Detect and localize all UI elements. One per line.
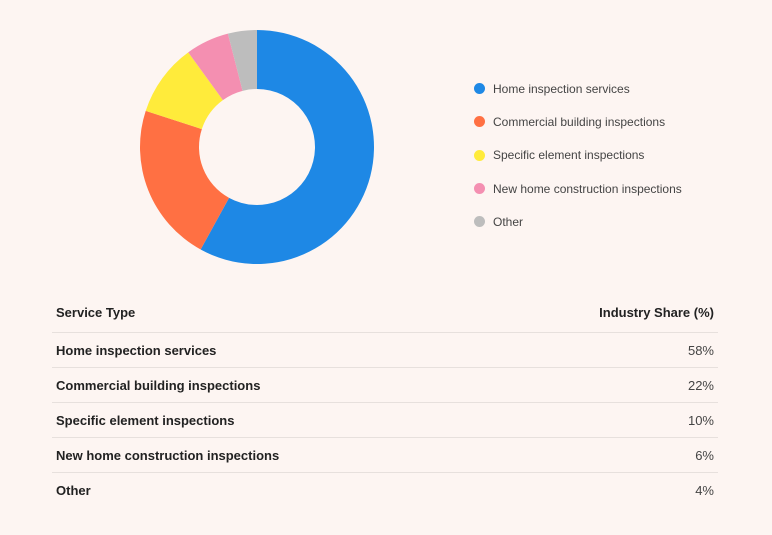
legend-swatch [474, 149, 485, 161]
cell-service: Other [52, 472, 487, 507]
table-row: Other 4% [52, 472, 718, 507]
donut-chart [140, 30, 375, 264]
legend-label: Commercial building inspections [493, 114, 666, 129]
cell-share: 58% [486, 332, 718, 368]
legend-label: Specific element inspections [493, 148, 645, 163]
donut-slice-home-inspection-services [200, 30, 375, 264]
legend-item: New home construction inspections [474, 172, 682, 205]
header-industry-share: Industry Share (%) [599, 304, 714, 320]
legend-item: Commercial building inspections [474, 105, 682, 138]
table-row: Home inspection services 58% [52, 332, 718, 368]
legend-item: Home inspection services [474, 72, 682, 105]
legend-item: Other [474, 205, 682, 238]
legend-swatch [474, 116, 485, 128]
data-table: Service Type Industry Share (%) Home ins… [52, 292, 718, 507]
donut-slice-new-home-construction-inspections [188, 33, 243, 101]
cell-share: 22% [486, 367, 718, 403]
legend-swatch [474, 183, 485, 195]
cell-service: Commercial building inspections [52, 367, 487, 403]
cell-share: 6% [486, 437, 718, 473]
legend-label: Home inspection services [493, 81, 630, 96]
cell-service: New home construction inspections [52, 437, 487, 473]
donut-slice-specific-element-inspections [145, 52, 223, 130]
table-header: Service Type Industry Share (%) [52, 292, 718, 333]
legend-label: New home construction inspections [493, 181, 682, 196]
cell-share: 4% [486, 472, 718, 507]
table-row: Commercial building inspections 22% [52, 367, 718, 403]
cell-service: Home inspection services [52, 332, 487, 368]
legend-swatch [474, 216, 485, 228]
legend: Home inspection services Commercial buil… [474, 72, 682, 238]
donut-slice-commercial-building-inspections [140, 110, 230, 250]
legend-label: Other [493, 214, 524, 229]
cell-service: Specific element inspections [52, 402, 487, 438]
header-service-type: Service Type [56, 304, 136, 320]
table-row: Specific element inspections 10% [52, 402, 718, 438]
table-row: New home construction inspections 6% [52, 437, 718, 473]
cell-share: 10% [486, 402, 718, 438]
donut-slice-other [227, 30, 257, 91]
legend-swatch [474, 83, 485, 95]
legend-item: Specific element inspections [474, 139, 682, 172]
